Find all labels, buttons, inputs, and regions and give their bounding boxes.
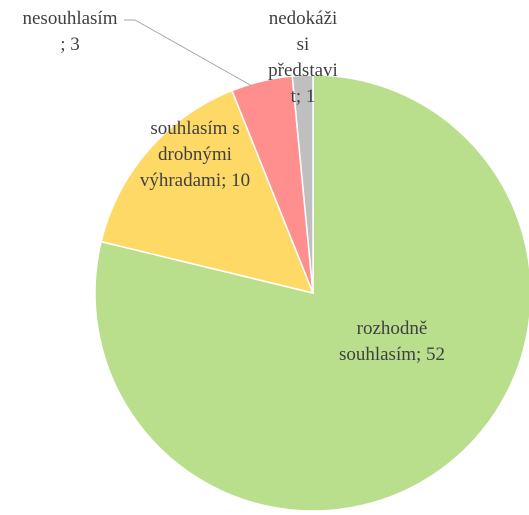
data-label: souhlasím s drobnými výhradami; 10 — [140, 118, 250, 191]
leader-line — [124, 19, 253, 87]
pie-slice — [100, 89, 315, 295]
data-label: nesouhlasím; 3 — [23, 8, 118, 55]
data-label: nedokáži si představi t; 1 — [268, 8, 338, 107]
data-label: rozhodně souhlasím; 52 — [339, 318, 445, 365]
pie-slice — [291, 74, 314, 294]
